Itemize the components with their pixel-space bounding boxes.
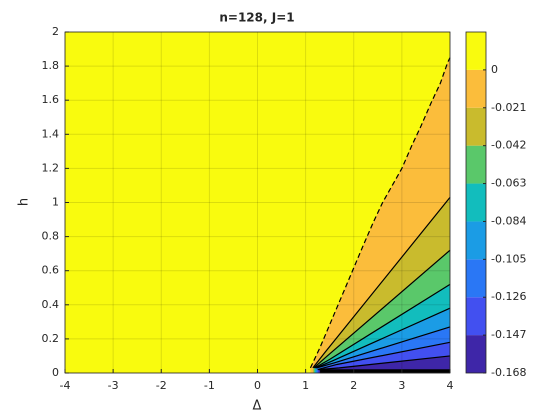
colorbar-band xyxy=(466,221,486,260)
x-tick-label: 0 xyxy=(254,379,261,392)
y-tick-label: 0.2 xyxy=(42,332,60,345)
y-tick-label: 0 xyxy=(52,366,59,379)
contour-line xyxy=(317,341,451,371)
colorbar-band xyxy=(466,183,486,222)
contour-line xyxy=(313,249,451,369)
colorbar-box xyxy=(465,31,487,374)
colorbar-band xyxy=(466,259,486,298)
colorbar-band xyxy=(466,145,486,184)
colorbar-tick-label: -0.084 xyxy=(491,214,526,227)
y-axis-label: h xyxy=(17,198,32,206)
x-tick-label: -1 xyxy=(204,379,215,392)
y-tick-label: 0.6 xyxy=(42,264,60,277)
y-tick-label: 1.8 xyxy=(42,59,60,72)
filled-region xyxy=(318,355,450,373)
contour-line xyxy=(318,355,451,371)
colorbar-tick-label: -0.063 xyxy=(491,177,526,190)
x-tick-label: 2 xyxy=(350,379,357,392)
contour-line xyxy=(309,57,451,369)
y-tick-label: 1.6 xyxy=(42,93,60,106)
axes-box xyxy=(64,31,451,374)
x-tick-label: 4 xyxy=(447,379,454,392)
y-tick-label: 1.2 xyxy=(42,161,60,174)
y-tick-label: 0.8 xyxy=(42,230,60,243)
contour-line xyxy=(312,197,451,369)
y-tick-label: 2 xyxy=(52,25,59,38)
y-tick-label: 0.4 xyxy=(42,298,60,311)
chart-title: n=128, J=1 xyxy=(219,11,294,25)
contour-line xyxy=(316,326,451,369)
x-tick-label: 3 xyxy=(398,379,405,392)
colorbar-tick-label: -0.168 xyxy=(491,366,526,379)
x-tick-label: -2 xyxy=(156,379,167,392)
colorbar-band xyxy=(466,69,486,108)
colorbar-tick-label: 0 xyxy=(491,63,498,76)
colorbar-tick-label: -0.126 xyxy=(491,290,526,303)
colorbar-band xyxy=(466,107,486,146)
x-axis-label: Δ xyxy=(253,399,262,414)
colorbar-band xyxy=(466,335,486,373)
y-tick-label: 1.4 xyxy=(42,127,60,140)
x-tick-label: 1 xyxy=(302,379,309,392)
colorbar-band xyxy=(466,32,486,70)
colorbar-tick-label: -0.105 xyxy=(491,252,526,265)
colorbar-band xyxy=(466,297,486,336)
x-tick-label: -3 xyxy=(108,379,119,392)
contour-line xyxy=(314,283,451,369)
x-tick-label: -4 xyxy=(60,379,71,392)
colorbar-tick-label: -0.042 xyxy=(491,139,526,152)
contour-line xyxy=(315,307,451,369)
colorbar-tick-label: -0.021 xyxy=(491,101,526,114)
y-tick-label: 1 xyxy=(52,196,59,209)
colorbar-tick-label: -0.147 xyxy=(491,328,526,341)
